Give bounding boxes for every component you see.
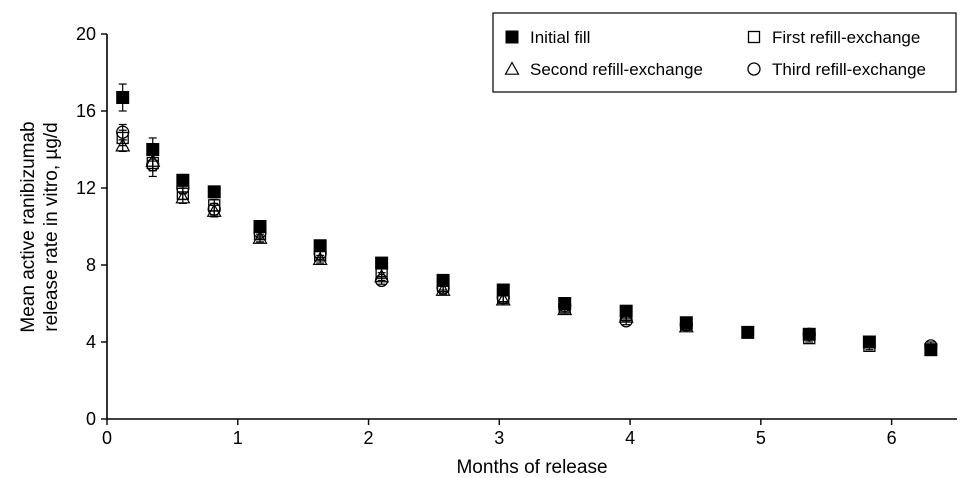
y-axis-label-line-2: release rate in vitro, µg/d xyxy=(41,122,62,332)
x-tick-label: 3 xyxy=(494,428,504,448)
data-point-open-square xyxy=(208,199,221,212)
data-markers xyxy=(115,91,938,357)
data-point-filled-square xyxy=(802,327,816,341)
y-axis-label: Mean active ranibizumab release rate in … xyxy=(18,121,62,332)
legend-marker-open-circle xyxy=(747,62,761,76)
y-tick-label: 20 xyxy=(76,24,96,44)
data-point-filled-square xyxy=(176,173,190,187)
data-point-open-triangle xyxy=(145,153,161,167)
y-tick-label: 16 xyxy=(76,101,96,121)
x-tick-label: 5 xyxy=(756,428,766,448)
data-point-open-triangle xyxy=(312,251,328,266)
data-point-open-square xyxy=(116,131,129,145)
data-point-filled-square xyxy=(253,220,267,233)
data-point-filled-square xyxy=(558,297,572,310)
data-point-filled-square xyxy=(375,256,389,270)
x-axis-label: Months of release xyxy=(456,457,607,478)
data-point-filled-square xyxy=(862,335,876,349)
legend-markers xyxy=(504,30,761,76)
x-tick-label: 6 xyxy=(887,428,897,448)
legend-marker-open-triangle xyxy=(504,61,520,75)
data-point-open-triangle xyxy=(175,189,191,204)
y-tick-label: 8 xyxy=(86,255,96,275)
x-tick-label: 0 xyxy=(102,428,112,448)
error-bars xyxy=(118,83,935,355)
legend-marker-open-square xyxy=(747,30,761,44)
data-point-open-triangle xyxy=(115,137,131,152)
data-point-open-triangle xyxy=(495,291,511,306)
axes xyxy=(106,34,957,420)
legend-marker-filled-square xyxy=(505,30,519,44)
data-point-open-triangle xyxy=(374,268,390,283)
x-tick-label: 4 xyxy=(625,428,635,448)
data-point-filled-square xyxy=(924,343,938,357)
x-tick-label: 2 xyxy=(364,428,374,448)
data-point-filled-square xyxy=(313,239,327,253)
data-point-filled-square xyxy=(207,185,221,199)
legend-label-initial-fill: Initial fill xyxy=(530,28,590,47)
data-point-filled-square xyxy=(679,316,693,330)
y-tick-label: 12 xyxy=(76,178,96,198)
y-tick-label: 4 xyxy=(86,332,96,352)
data-point-filled-square xyxy=(741,325,755,339)
legend-box xyxy=(492,12,957,93)
legend-label-second-refill: Second refill-exchange xyxy=(530,60,703,79)
legend: Initial fill First refill-exchange Secon… xyxy=(492,12,957,93)
data-point-filled-square xyxy=(496,283,510,297)
data-point-open-triangle xyxy=(252,230,268,244)
data-point-open-square xyxy=(146,156,159,170)
data-point-filled-square xyxy=(146,143,160,156)
y-tick-label: 0 xyxy=(86,409,96,429)
y-axis-label-line-1: Mean active ranibizumab xyxy=(18,121,39,332)
data-point-filled-square xyxy=(436,273,450,287)
data-point-open-square xyxy=(176,187,189,200)
legend-label-first-refill: First refill-exchange xyxy=(772,28,920,47)
legend-label-third-refill: Third refill-exchange xyxy=(772,60,926,79)
data-point-filled-square xyxy=(116,91,130,105)
data-point-open-triangle xyxy=(435,282,451,296)
data-point-filled-square xyxy=(619,304,633,318)
x-tick-label: 1 xyxy=(233,428,243,448)
